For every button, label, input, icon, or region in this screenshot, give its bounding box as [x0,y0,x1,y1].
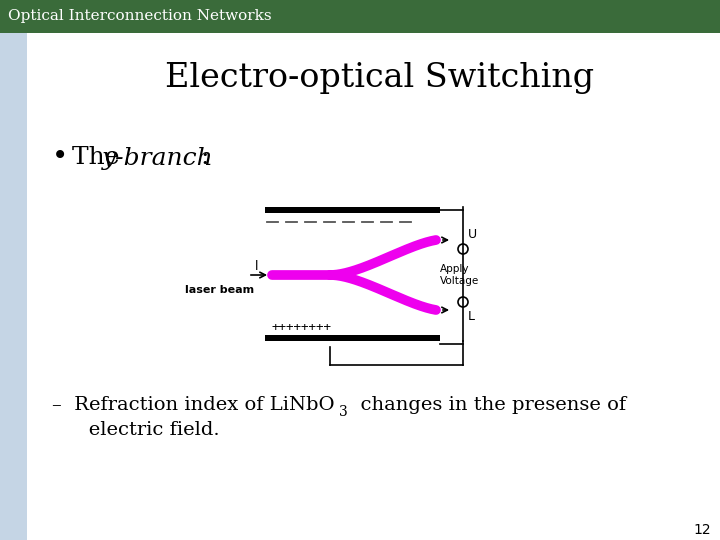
Text: •: • [52,145,68,172]
Text: l: l [256,260,258,273]
Text: Apply
Voltage: Apply Voltage [440,264,480,286]
Text: :: : [200,146,209,170]
Text: changes in the presense of: changes in the presense of [348,396,626,414]
Text: ++++++++: ++++++++ [271,321,331,334]
Text: laser beam: laser beam [186,285,255,295]
Text: y-branch: y-branch [102,146,214,170]
Text: L: L [468,309,475,322]
Text: Electro-optical Switching: Electro-optical Switching [166,62,595,94]
Text: electric field.: electric field. [70,421,220,439]
Text: 3: 3 [339,405,348,419]
Text: U: U [468,228,477,241]
Bar [265,207,440,213]
Text: –  Refraction index of LiNbO: – Refraction index of LiNbO [52,396,335,414]
Text: Optical Interconnection Networks: Optical Interconnection Networks [8,9,271,23]
Bar [265,335,440,341]
Bar [0,0,720,33]
Text: The: The [72,146,127,170]
Bar [0,33,27,540]
Text: 12: 12 [693,523,711,537]
